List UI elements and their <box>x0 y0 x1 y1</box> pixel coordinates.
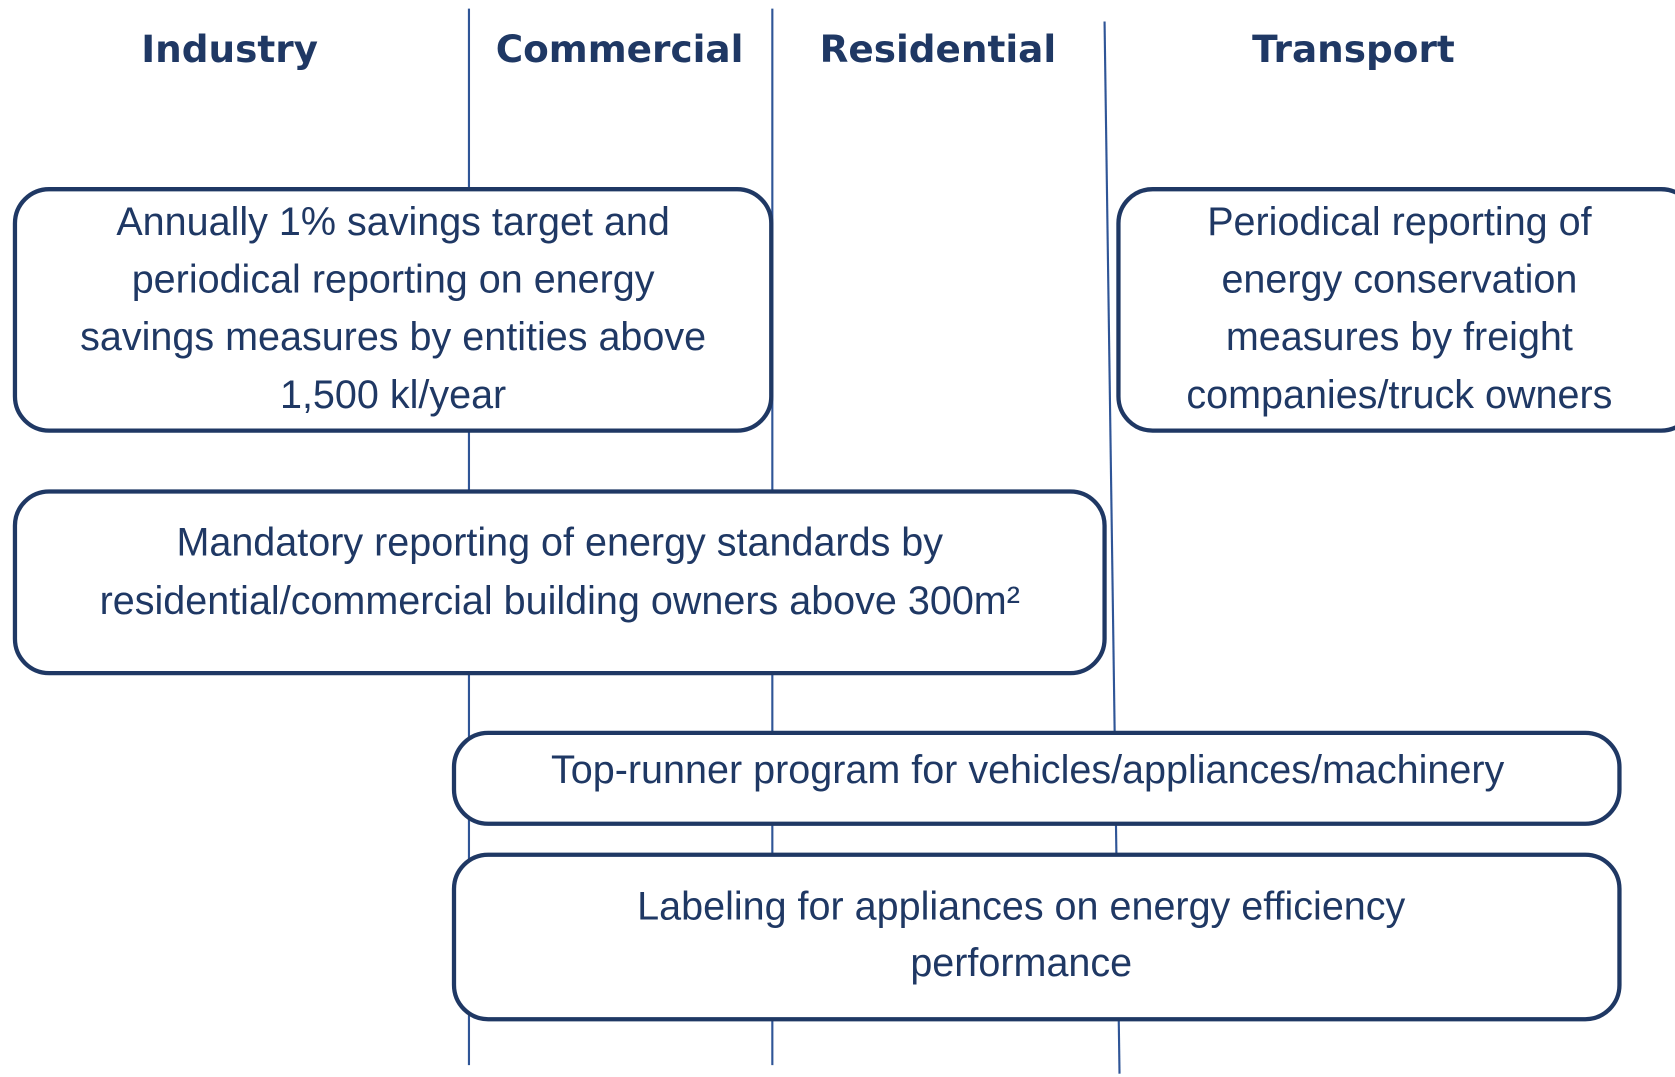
column-header: Transport <box>1252 27 1455 71</box>
policy-text: savings measures by entities above <box>80 315 706 359</box>
policy-box <box>12 187 774 433</box>
policy-text: performance <box>910 941 1132 985</box>
policy-text: energy conservation <box>1221 258 1577 302</box>
policy-text: Top-runner program for vehicles/applianc… <box>551 748 1504 792</box>
policy-text: residential/commercial building owners a… <box>100 579 1020 623</box>
policy-text: Annually 1% savings target and <box>116 200 670 244</box>
policy-text: 1,500 kl/year <box>280 373 506 417</box>
policy-box <box>1116 187 1675 433</box>
policy-text: Periodical reporting of <box>1207 200 1592 244</box>
policy-box <box>12 489 1107 676</box>
column-header: Residential <box>820 27 1057 71</box>
policy-text: periodical reporting on energy <box>132 258 655 302</box>
policy-text: companies/truck owners <box>1186 373 1612 417</box>
policy-box <box>451 852 1622 1022</box>
policy-text: measures by freight <box>1226 315 1573 359</box>
policy-text: Mandatory reporting of energy standards … <box>176 520 943 564</box>
policy-text: Labeling for appliances on energy effici… <box>637 885 1405 929</box>
column-header: Commercial <box>496 27 744 71</box>
policy-box <box>451 730 1622 826</box>
column-header: Industry <box>141 27 318 71</box>
